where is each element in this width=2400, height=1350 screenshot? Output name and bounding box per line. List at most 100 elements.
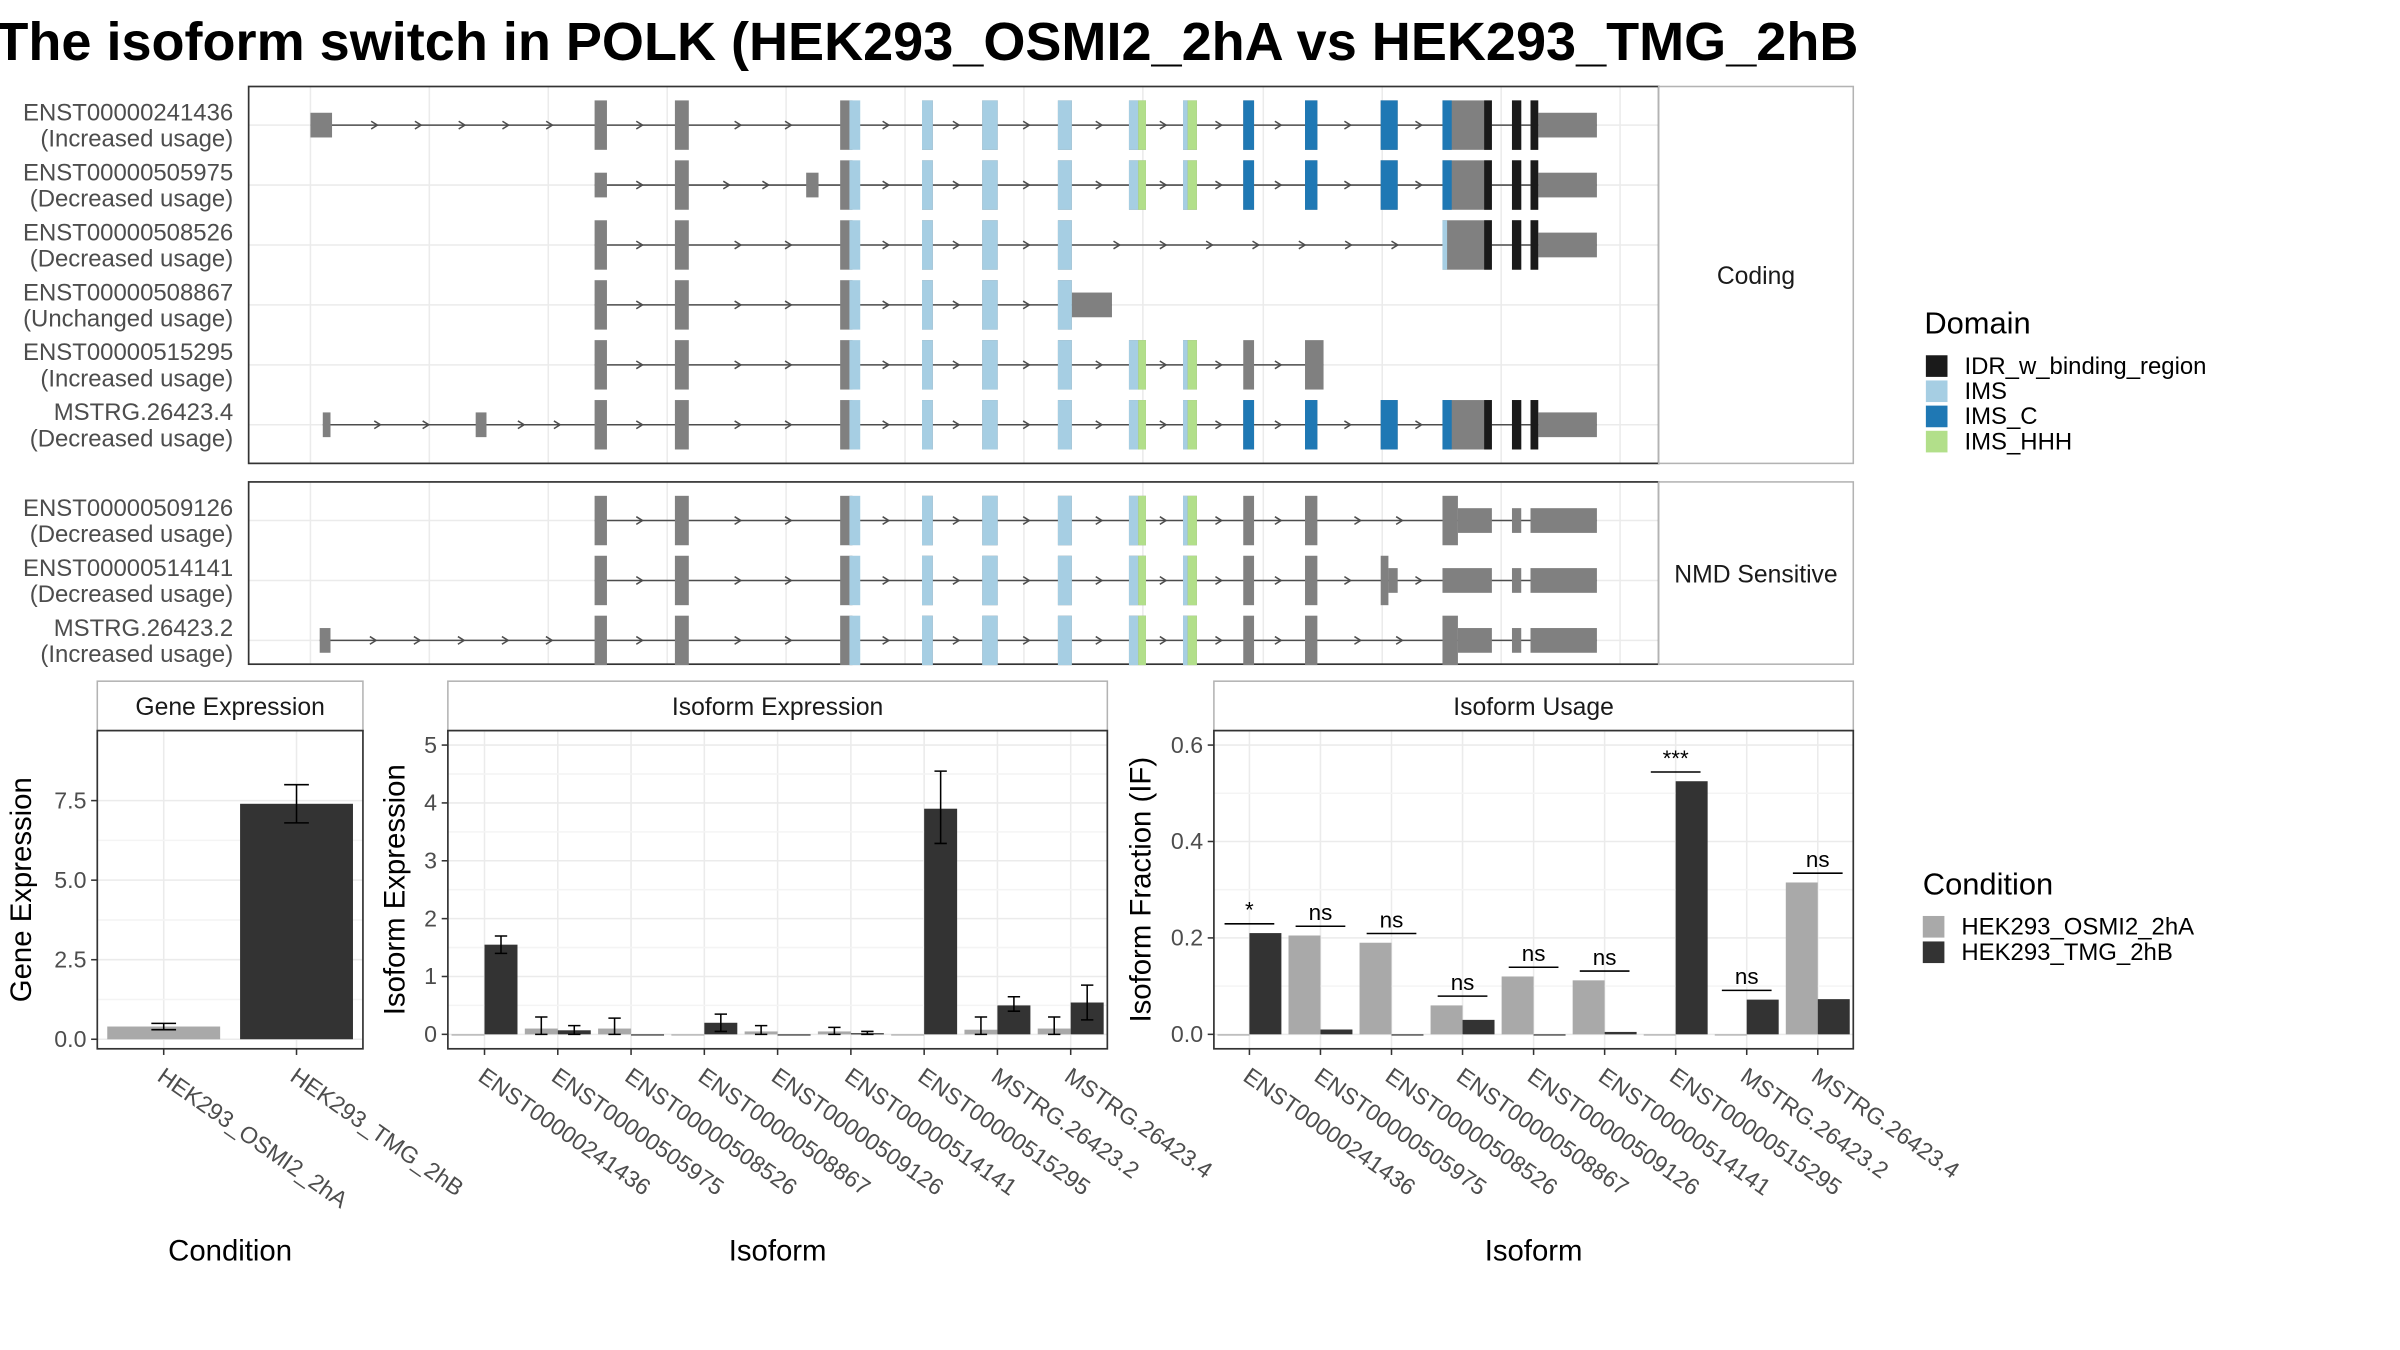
domain-ims (849, 340, 861, 390)
isoform-expression-panel: Isoform Expression012345ENST00000241436E… (379, 680, 1217, 1267)
coding-exon (594, 495, 607, 546)
domain-ims (1128, 340, 1139, 390)
y-tick-label: 0.0 (1171, 1021, 1203, 1047)
utr-exon (1530, 568, 1597, 593)
condition-legend-swatch (1922, 941, 1945, 964)
intron-arrow (413, 635, 422, 645)
significance-label: ns (1451, 970, 1475, 995)
coding-exon (674, 615, 689, 666)
intron-arrow (734, 575, 743, 585)
intron-arrow (882, 516, 891, 526)
domain-idr-w-binding-region (1484, 160, 1492, 210)
y-tick-label: 0.6 (1171, 732, 1203, 758)
transcript-id-label: MSTRG.26423.4 (54, 399, 233, 426)
transcript-id-label: ENST00000515295 (23, 339, 233, 366)
intron-arrow (784, 516, 793, 526)
y-tick-label: 5 (424, 732, 437, 758)
error-bar (974, 1016, 988, 1036)
domain-ims (1057, 220, 1072, 270)
bar-osmi2 (1572, 980, 1605, 1035)
utr-exon (1511, 628, 1522, 653)
domain-ims-hhh (1138, 100, 1146, 150)
y-tick-label: 0.0 (54, 1026, 86, 1052)
y-axis-title: Isoform Fraction (IF) (1125, 757, 1158, 1023)
bars (451, 770, 1104, 1036)
intron-arrow (1022, 635, 1031, 645)
domain-ims (982, 100, 998, 150)
intron-arrow (1022, 420, 1031, 430)
intron-arrow (1274, 360, 1283, 370)
domain-ims-c (1243, 160, 1255, 210)
intron-arrow (952, 300, 961, 310)
domain-ims-hhh (1187, 100, 1197, 150)
utr-exon (1442, 568, 1492, 593)
intron-arrow (1022, 575, 1031, 585)
domain-ims (849, 400, 861, 450)
intron-arrow (1415, 120, 1424, 130)
intron-arrow (635, 420, 644, 430)
intron-arrow (882, 360, 891, 370)
coding-exon (594, 100, 607, 150)
bar-osmi2 (1714, 1034, 1747, 1036)
domain-ims-hhh (1187, 160, 1197, 210)
bar-tmg (1604, 1031, 1637, 1035)
error-bar (1007, 995, 1021, 1012)
error-bar (151, 1022, 177, 1031)
domain-ims (922, 220, 933, 270)
domain-ims-c (1442, 160, 1452, 210)
coding-exon (594, 615, 607, 666)
intron-arrow (1159, 420, 1168, 430)
utr-exon (1530, 628, 1597, 653)
domain-ims (1128, 100, 1139, 150)
domain-ims-hhh (1138, 495, 1146, 546)
domain-ims (1057, 400, 1072, 450)
domain-ims (1183, 340, 1188, 390)
intron-arrow (882, 120, 891, 130)
intron-arrow (1159, 180, 1168, 190)
y-tick-label: 3 (424, 847, 437, 873)
x-axis-title: Isoform (1485, 1234, 1583, 1267)
intron-arrow (784, 635, 793, 645)
transcript-id-label: ENST00000505975 (23, 159, 233, 186)
panel-title: Gene Expression (135, 694, 324, 721)
utr-exon (1457, 508, 1492, 533)
domain-ims (1183, 555, 1188, 606)
intron-arrow (882, 635, 891, 645)
intron-arrow (1095, 360, 1104, 370)
domain-idr-w-binding-region (1530, 220, 1539, 270)
coding-exon (1305, 495, 1318, 546)
domain-idr-w-binding-region (1530, 100, 1539, 150)
coding-exon (1243, 555, 1255, 606)
domain-ims (1183, 160, 1188, 210)
x-axis-title: Isoform (729, 1234, 827, 1267)
bar-osmi2 (1288, 935, 1321, 1035)
bars (107, 783, 353, 1040)
structure-panel-strip-label: Coding (1717, 263, 1795, 290)
error-bar (494, 935, 508, 955)
domain-ims (1057, 495, 1072, 546)
y-tick-label: 1 (424, 963, 437, 989)
bar-osmi2 (1359, 942, 1392, 1035)
intron-arrow (1022, 180, 1031, 190)
intron-arrow (1343, 575, 1353, 585)
coding-exon (1305, 340, 1324, 390)
transcript-id-label: MSTRG.26423.2 (54, 615, 233, 642)
domain-ims (849, 220, 861, 270)
domain-ims (982, 160, 998, 210)
domain-legend-label: IMS_HHH (1964, 428, 2072, 455)
isoform-usage-panel: Isoform Usage 0.0 0.2 0.4 0.6 * ns ns ns ns ns *** n… (1125, 680, 1965, 1267)
transcript-usage-label: (Decreased usage) (30, 581, 233, 608)
bar-tmg (1320, 1029, 1353, 1035)
coding-exon (674, 220, 689, 270)
error-bar (284, 783, 309, 824)
intron-arrow (1391, 240, 1400, 250)
transcript-id-label: ENST00000509126 (23, 495, 233, 522)
intron-arrow (1215, 120, 1224, 130)
domain-ims-hhh (1187, 615, 1197, 666)
domain-ims-c (1380, 160, 1398, 210)
intron-arrow (1159, 360, 1168, 370)
intron-arrow (734, 240, 743, 250)
bar-osmi2 (1643, 1034, 1676, 1036)
intron-arrow (553, 420, 562, 430)
intron-arrow (1274, 575, 1283, 585)
